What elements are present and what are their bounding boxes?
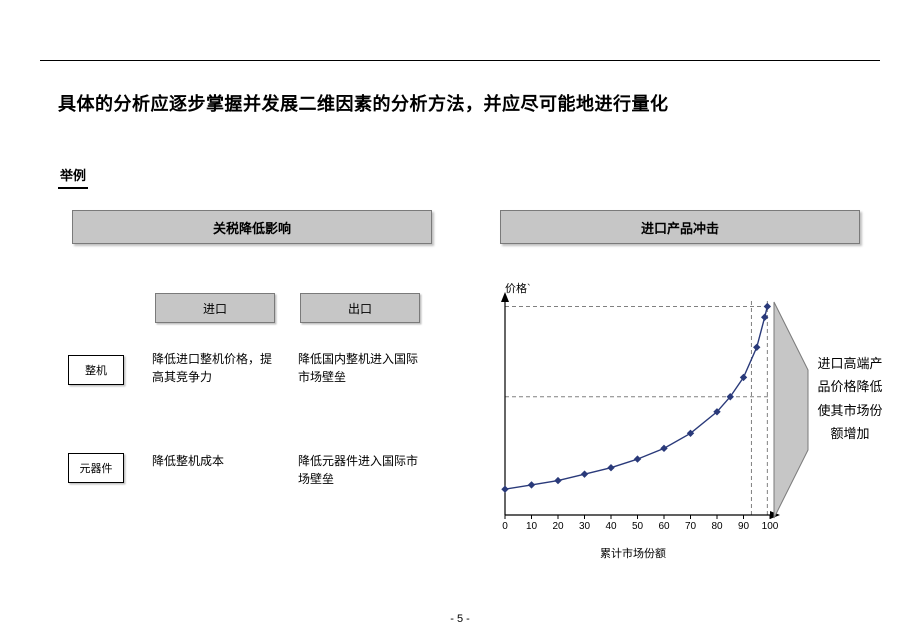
right-panel-header: 进口产品冲击 [500,210,860,244]
cell-component-import: 降低整机成本 [152,452,277,470]
callout-text: 进口高端产品价格降低使其市场份额增加 [815,352,885,446]
x-tick: 10 [522,521,542,532]
x-tick: 50 [628,521,648,532]
cell-machine-export: 降低国内整机进入国际市场壁垒 [298,350,423,386]
page-title: 具体的分析应逐步掌握并发展二维因素的分析方法，并应尽可能地进行量化 [58,90,669,116]
x-tick: 20 [548,521,568,532]
x-tick: 60 [654,521,674,532]
x-tick: 0 [495,521,515,532]
x-tick: 80 [707,521,727,532]
x-axis-label: 累计市场份额 [600,545,666,561]
x-tick: 70 [681,521,701,532]
col-export: 出口 [300,293,420,323]
example-label: 举例 [58,165,88,189]
price-share-chart [490,290,800,550]
callout-triangle [772,300,812,520]
cell-component-export: 降低元器件进入国际市场壁垒 [298,452,423,488]
horizontal-rule [40,60,880,61]
page-number: - 5 - [0,613,920,625]
col-import: 进口 [155,293,275,323]
row-machine: 整机 [68,355,124,385]
cell-machine-import: 降低进口整机价格，提高其竞争力 [152,350,277,386]
x-tick: 100 [760,521,780,532]
left-panel-header: 关税降低影响 [72,210,432,244]
x-tick: 30 [575,521,595,532]
x-tick: 40 [601,521,621,532]
row-component: 元器件 [68,453,124,483]
x-tick: 90 [734,521,754,532]
